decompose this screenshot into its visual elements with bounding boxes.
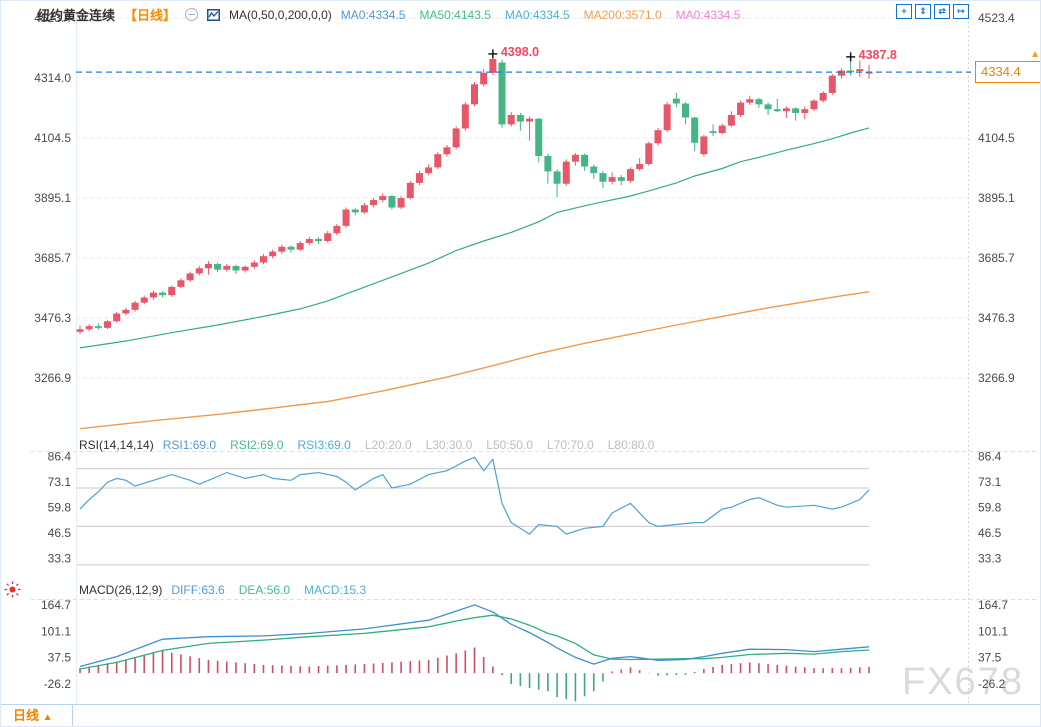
symbol-title: 纽约黄金连续 <box>37 8 116 23</box>
ma-formula: MA(0,50,0,200,0,0) <box>229 7 332 22</box>
macd-value: DEA:56.0 <box>238 583 291 597</box>
svg-text:33.3: 33.3 <box>978 551 1002 565</box>
rsi-value: L20:20.0 <box>364 438 412 452</box>
svg-text:73.1: 73.1 <box>48 475 72 489</box>
rsi-formula: RSI(14,14,14) <box>79 438 154 452</box>
watermark: FX678 <box>902 661 1024 703</box>
rsi-value: RSI1:69.0 <box>162 438 217 452</box>
svg-text:101.1: 101.1 <box>978 624 1008 638</box>
rsi-header: RSI(14,14,14) RSI1:69.0 RSI2:69.0 RSI3:69.… <box>79 438 654 452</box>
svg-text:-26.2: -26.2 <box>44 677 72 691</box>
current-price-tag: 4334.4 ▲ <box>975 50 1040 83</box>
svg-text:4104.5: 4104.5 <box>34 131 71 145</box>
ma-value: MA200:3571.0 <box>583 7 662 22</box>
svg-text:101.1: 101.1 <box>41 624 71 638</box>
collapse-icon[interactable] <box>185 8 199 21</box>
macd-formula: MACD(26,12,9) <box>79 583 163 597</box>
ma-value: MA0:4334.5 <box>504 7 570 22</box>
chart-toolbar: + ⇕ ⇄ ↦ <box>896 4 969 19</box>
rsi-value: RSI3:69.0 <box>297 438 351 452</box>
alert-icon[interactable] <box>4 581 21 603</box>
svg-text:164.7: 164.7 <box>978 598 1008 612</box>
period-text: 日线 <box>13 708 40 723</box>
svg-text:33.3: 33.3 <box>48 551 72 565</box>
indicator-settings-icon[interactable] <box>207 8 221 21</box>
ma-value: MA0:4334.5 <box>675 7 741 22</box>
high-annotations: 4398.0 4387.8 <box>488 45 897 62</box>
svg-text:86.4: 86.4 <box>978 450 1002 464</box>
svg-text:3476.3: 3476.3 <box>34 311 71 325</box>
svg-text:3895.1: 3895.1 <box>34 191 71 205</box>
candlestick-series <box>76 53 873 335</box>
period-selector[interactable]: 日线 ▲ <box>1 705 73 726</box>
axis-labels: 4523.44523.44314.04314.04104.54104.53895… <box>34 11 1015 691</box>
current-price-value: 4334.4 <box>981 64 1021 79</box>
svg-text:3266.9: 3266.9 <box>34 371 71 385</box>
svg-text:4314.0: 4314.0 <box>34 71 71 85</box>
svg-text:4104.5: 4104.5 <box>978 131 1015 145</box>
svg-text:86.4: 86.4 <box>48 450 72 464</box>
svg-text:-26.2: -26.2 <box>978 677 1006 691</box>
svg-text:4398.0: 4398.0 <box>501 45 539 59</box>
rsi-value: L30:30.0 <box>425 438 473 452</box>
svg-text:3685.7: 3685.7 <box>34 251 71 265</box>
price-up-arrow-icon: ▲ <box>1030 49 1040 60</box>
svg-text:4523.4: 4523.4 <box>34 11 71 25</box>
svg-text:4387.8: 4387.8 <box>859 48 897 62</box>
svg-text:46.5: 46.5 <box>978 526 1002 540</box>
ma-value: MA50:4143.5 <box>419 7 491 22</box>
rsi-value: L70:70.0 <box>547 438 594 452</box>
ma-value: MA0:4334.5 <box>340 7 406 22</box>
move-tool-icon[interactable]: + <box>896 4 912 19</box>
rsi-value: L80:80.0 <box>607 438 655 452</box>
svg-text:59.8: 59.8 <box>48 501 72 515</box>
macd-value: MACD:15.3 <box>304 583 367 597</box>
svg-text:4523.4: 4523.4 <box>978 11 1015 25</box>
rsi-line <box>79 456 870 535</box>
period-up-arrow-icon: ▲ <box>42 712 53 723</box>
svg-text:3685.7: 3685.7 <box>978 251 1015 265</box>
ma-values: MA0:4334.5 MA50:4143.5 MA0:4334.5 MA200:357… <box>341 8 741 22</box>
grid <box>31 11 1039 706</box>
rsi-value: RSI2:69.0 <box>230 438 284 452</box>
svg-text:3266.9: 3266.9 <box>978 371 1015 385</box>
macd-header: MACD(26,12,9) DIFF:63.6 DEA:56.0 MACD:15.3 <box>79 583 366 597</box>
y-axis-scale-icon[interactable]: ⇕ <box>915 4 931 19</box>
svg-text:73.1: 73.1 <box>978 475 1002 489</box>
x-axis-scale-icon[interactable]: ⇄ <box>934 4 950 19</box>
svg-text:37.5: 37.5 <box>978 651 1002 665</box>
macd-series <box>79 604 870 702</box>
pan-right-icon[interactable]: ↦ <box>953 4 969 19</box>
time-axis-bar: 日线 ▲ <box>1 704 1040 726</box>
moving-averages <box>79 127 870 430</box>
main-chart-header: 纽约黄金连续 【日线】 MA(0,50,0,200,0,0) MA0:4334.… <box>37 5 740 24</box>
period-label: 【日线】 <box>124 8 177 23</box>
svg-text:3476.3: 3476.3 <box>978 311 1015 325</box>
svg-text:164.7: 164.7 <box>41 598 71 612</box>
svg-text:37.5: 37.5 <box>48 651 72 665</box>
rsi-value: L50:50.0 <box>486 438 533 452</box>
svg-text:46.5: 46.5 <box>48 526 72 540</box>
macd-values: DIFF:63.6 DEA:56.0 MACD:15.3 <box>171 583 366 597</box>
svg-text:59.8: 59.8 <box>978 501 1002 515</box>
svg-text:3895.1: 3895.1 <box>978 191 1015 205</box>
rsi-values: RSI1:69.0 RSI2:69.0 RSI3:69.0 L20:20.0 L30:3… <box>163 438 655 452</box>
macd-value: DIFF:63.6 <box>171 583 225 597</box>
